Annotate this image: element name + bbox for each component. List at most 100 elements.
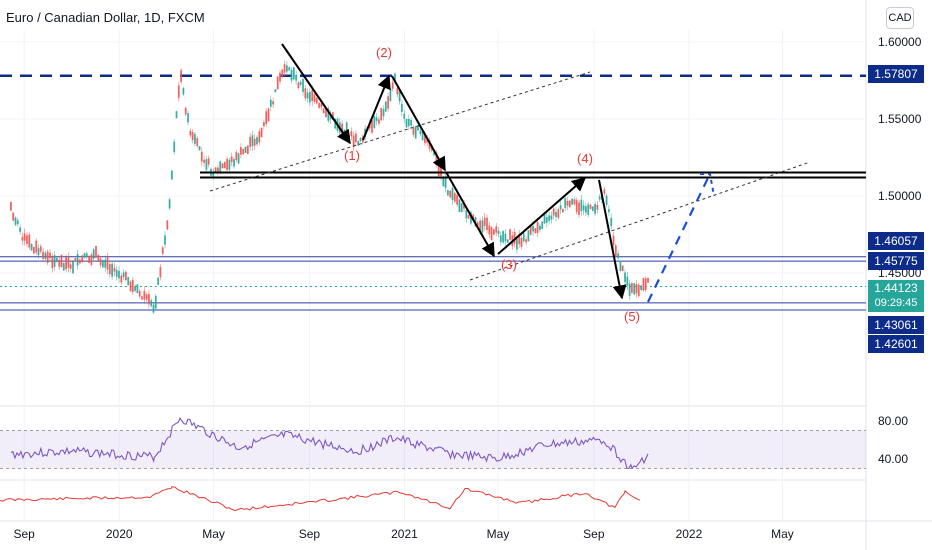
candle-body: [545, 217, 548, 223]
candle-body: [164, 235, 166, 245]
candle-body: [550, 215, 553, 220]
candle-body: [350, 131, 353, 137]
candle-body: [166, 220, 169, 230]
candle-body: [88, 255, 91, 263]
candle-body: [384, 101, 387, 112]
x-tick-label: Sep: [583, 527, 605, 541]
candle-body: [603, 189, 606, 194]
candle-body: [594, 204, 597, 214]
candle-body: [23, 233, 26, 241]
candle-body: [345, 122, 348, 136]
candle-body: [559, 205, 562, 210]
candle-body: [118, 270, 120, 279]
candle-body: [315, 97, 318, 104]
candle-body: [421, 129, 424, 141]
candle-body: [529, 225, 532, 235]
candle-body: [269, 99, 272, 107]
price-label-text: 1.43061: [874, 318, 918, 332]
candle-body: [527, 230, 530, 242]
candle-body: [582, 205, 585, 211]
candle-body: [184, 107, 187, 115]
candle-body: [274, 89, 277, 93]
candle-body: [637, 284, 640, 297]
candle-body: [177, 85, 180, 98]
candle-body: [304, 88, 307, 99]
candle-body: [125, 271, 127, 281]
candle-body: [72, 261, 74, 274]
candle-body: [279, 72, 281, 82]
candle-body: [129, 281, 132, 292]
price-label-text: 1.44123: [874, 281, 918, 295]
candle-body: [122, 272, 125, 278]
candle-body: [467, 214, 470, 219]
candle-body: [633, 283, 636, 295]
candle-body: [488, 225, 491, 235]
candle-body: [235, 152, 238, 161]
candle-body: [624, 272, 626, 283]
candle-body: [26, 235, 28, 244]
candle-body: [564, 198, 567, 209]
candle-body: [463, 203, 465, 209]
candle-body: [62, 263, 65, 271]
candle-body: [228, 159, 231, 170]
candle-body: [318, 103, 321, 108]
candle-body: [332, 112, 334, 121]
candle-body: [221, 163, 224, 169]
candle-body: [260, 127, 263, 138]
candle-body: [157, 277, 160, 285]
candle-body: [212, 171, 215, 177]
candle-body: [173, 141, 176, 153]
oscillator-line: [0, 486, 641, 512]
candle-body: [136, 284, 139, 293]
candle-body: [605, 195, 608, 205]
candle-body: [83, 253, 86, 258]
candle-body: [322, 108, 325, 114]
candle-body: [159, 267, 162, 278]
candle-body: [65, 257, 68, 270]
candle-body: [309, 91, 311, 103]
candle-body: [81, 255, 84, 263]
candle-body: [141, 296, 143, 300]
candle-body: [56, 257, 58, 262]
candle-body: [104, 259, 107, 268]
candle-body: [417, 125, 419, 131]
candle-body: [108, 264, 111, 275]
candle-body: [373, 116, 376, 128]
wave-label: (1): [344, 148, 360, 163]
candle-body: [35, 240, 38, 253]
candle-body: [490, 227, 493, 240]
candle-body: [28, 234, 31, 248]
candle-body: [476, 222, 479, 226]
candle-body: [460, 203, 463, 213]
candle-body: [424, 133, 426, 144]
candle-body: [265, 111, 268, 125]
candle-body: [189, 130, 192, 136]
candles-group: [10, 60, 649, 314]
candle-body: [382, 109, 385, 117]
candle-body: [371, 120, 373, 133]
x-tick-label: May: [771, 527, 794, 541]
x-tick-label: 2022: [676, 527, 703, 541]
candle-body: [143, 290, 146, 300]
candle-body: [95, 245, 97, 258]
candle-body: [520, 237, 523, 247]
rsi-band: [0, 430, 866, 469]
candle-body: [120, 275, 123, 283]
candle-body: [33, 246, 35, 254]
candle-body: [329, 114, 332, 120]
candle-body: [481, 220, 484, 233]
candle-body: [426, 138, 429, 143]
candle-body: [536, 221, 539, 233]
candle-body: [357, 141, 360, 146]
candle-body: [127, 277, 130, 286]
candle-body: [391, 82, 394, 89]
candle-body: [253, 138, 256, 146]
candle-body: [276, 76, 279, 90]
candle-body: [589, 204, 592, 209]
currency-badge[interactable]: CAD: [886, 7, 914, 29]
candle-body: [58, 259, 61, 267]
candle-body: [596, 204, 599, 210]
candle-body: [154, 295, 157, 309]
wave-arrow: [362, 74, 391, 141]
